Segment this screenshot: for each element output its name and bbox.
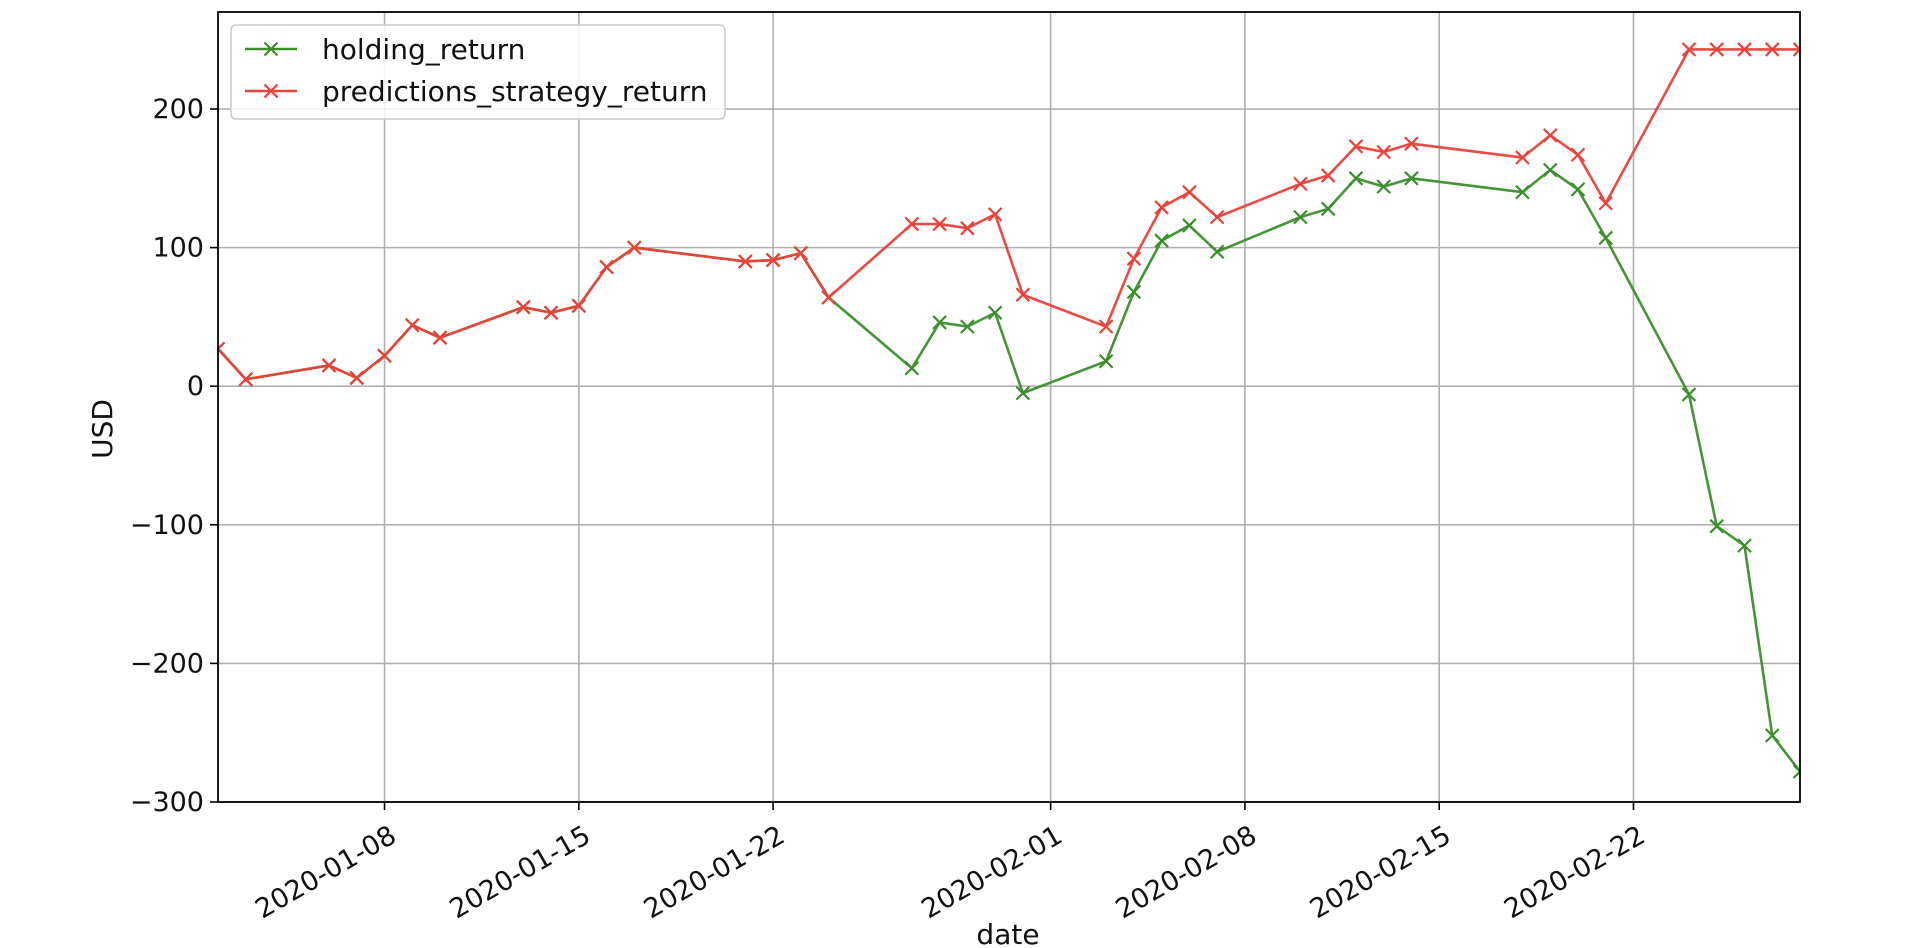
legend-entry: holding_return	[245, 33, 525, 66]
grid-layer	[218, 12, 1800, 803]
series-predictions_strategy_return	[218, 42, 1800, 387]
data-point	[1126, 251, 1142, 266]
data-point	[1709, 42, 1725, 57]
legend-marker	[263, 41, 279, 57]
y-tick-label: 0	[187, 371, 204, 402]
legend-entry: predictions_strategy_return	[245, 75, 707, 108]
data-point	[1570, 182, 1586, 197]
data-point	[627, 240, 642, 255]
data-point	[1681, 42, 1697, 57]
y-tick-label: −100	[130, 510, 204, 541]
data-point	[1293, 209, 1308, 225]
data-point	[1376, 144, 1391, 160]
data-point	[1098, 319, 1114, 334]
data-point	[821, 290, 836, 305]
data-point	[432, 330, 448, 345]
data-point	[904, 360, 920, 376]
data-point	[1792, 42, 1800, 57]
y-axis-label: USD	[86, 399, 119, 459]
data-point	[1598, 230, 1613, 246]
data-point	[1764, 728, 1780, 743]
data-point	[987, 305, 1003, 321]
data-point	[1209, 209, 1225, 225]
y-tick-label: −200	[130, 648, 204, 679]
legend-label: holding_return	[322, 33, 525, 66]
data-point	[932, 216, 947, 232]
data-point	[377, 348, 392, 363]
axes-frame	[217, 11, 1801, 803]
data-point	[1182, 218, 1197, 233]
data-point	[1709, 518, 1725, 534]
data-point	[1737, 42, 1752, 57]
data-point	[1404, 136, 1419, 151]
data-point	[1320, 168, 1336, 183]
data-point	[543, 305, 559, 321]
data-point	[516, 299, 531, 315]
data-point	[1348, 171, 1364, 186]
x-tick-label: 2020-01-15	[445, 820, 596, 925]
data-point	[793, 245, 809, 261]
data-point	[218, 341, 226, 357]
data-point	[1792, 764, 1800, 779]
x-tick-label: 2020-01-22	[639, 820, 790, 925]
data-point	[1015, 385, 1031, 401]
data-point	[1542, 128, 1558, 143]
legend-label: predictions_strategy_return	[322, 75, 707, 108]
data-point	[1015, 287, 1031, 303]
y-tick-label: −300	[130, 787, 204, 818]
data-point	[932, 315, 947, 330]
data-point	[1542, 162, 1558, 178]
data-point	[599, 259, 614, 275]
data-point	[960, 220, 975, 236]
series-line	[218, 48, 1800, 381]
series-layer	[218, 42, 1800, 779]
legend-marker	[263, 83, 279, 99]
data-point	[1293, 176, 1308, 192]
data-point	[1348, 139, 1364, 154]
data-point	[1209, 244, 1225, 260]
series-line	[218, 168, 1800, 773]
data-point	[349, 370, 365, 386]
data-point	[1154, 233, 1169, 248]
data-point	[1376, 179, 1391, 194]
y-tick-label: 100	[152, 233, 204, 264]
x-tick-label: 2020-02-01	[916, 820, 1067, 925]
data-point	[987, 207, 1003, 222]
data-point	[1404, 171, 1419, 186]
data-point	[960, 319, 975, 334]
data-point	[238, 372, 254, 387]
data-point	[1764, 42, 1780, 57]
x-axis-label: date	[976, 918, 1039, 948]
data-point	[765, 252, 781, 268]
data-point	[1098, 353, 1114, 369]
data-point	[1598, 195, 1613, 211]
data-point	[1737, 538, 1752, 553]
data-point	[1154, 200, 1169, 215]
data-point	[738, 254, 753, 269]
data-point	[1515, 150, 1530, 165]
data-point	[321, 358, 337, 373]
data-point	[571, 298, 587, 314]
x-tick-label: 2020-02-15	[1305, 820, 1456, 925]
x-tick-label: 2020-01-08	[250, 820, 401, 925]
y-tick-label: 200	[152, 94, 204, 125]
x-tick-label: 2020-02-22	[1499, 820, 1650, 925]
data-point	[1681, 387, 1697, 402]
x-tick-label: 2020-02-08	[1111, 820, 1262, 925]
data-point	[1182, 184, 1197, 200]
data-point	[1515, 184, 1530, 200]
data-point	[1320, 201, 1336, 217]
data-point	[405, 317, 420, 333]
tick-layer: −300 −200 −100 0 100 200 2020-01-08 2020-01-15 2…	[130, 94, 1651, 925]
legend-box	[230, 24, 726, 120]
data-point	[1126, 284, 1142, 300]
legend-entries: holding_return predictions_strategy_retur…	[245, 33, 707, 108]
data-point	[1570, 147, 1586, 163]
data-point	[904, 216, 920, 232]
legend: holding_return predictions_strategy_retur…	[230, 24, 726, 120]
